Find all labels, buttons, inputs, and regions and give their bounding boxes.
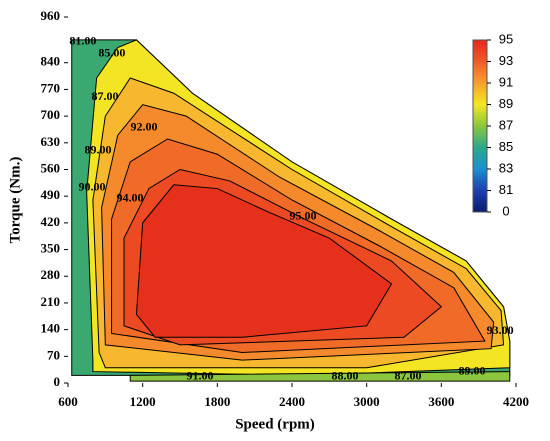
- colorbar-tick-label: 83: [499, 160, 513, 175]
- y-tick-label: 840: [41, 54, 61, 69]
- contour-label: 89.00: [458, 364, 485, 378]
- contour-label: 90.00: [79, 180, 106, 194]
- x-tick-label: 600: [58, 394, 78, 409]
- contour-label: 95.00: [289, 209, 316, 223]
- contour-label: 93.00: [487, 323, 514, 337]
- x-tick-label: 4200: [503, 394, 529, 409]
- y-tick-label: 350: [41, 241, 61, 256]
- x-tick-label: 1200: [130, 394, 156, 409]
- x-tick-label: 1800: [204, 394, 230, 409]
- y-tick-label: 770: [41, 80, 61, 95]
- contour-label: 87.00: [91, 89, 118, 103]
- contour-label: 89.00: [84, 143, 111, 157]
- colorbar-tick-label: 89: [499, 96, 513, 111]
- y-tick-label: 140: [41, 321, 61, 336]
- y-tick-label: 960: [41, 8, 61, 23]
- colorbar-tick-label: 95: [499, 31, 513, 46]
- y-tick-label: 560: [41, 160, 61, 175]
- contour-label: 88.00: [332, 369, 359, 383]
- contour-label: 87.00: [394, 369, 421, 383]
- y-tick-label: 490: [41, 187, 61, 202]
- contour-label: 81.00: [69, 34, 96, 48]
- y-tick-label: 420: [41, 214, 61, 229]
- colorbar-tick-label: 91: [499, 74, 513, 89]
- contour-label: 85.00: [98, 46, 125, 60]
- x-tick-label: 3000: [354, 394, 380, 409]
- contour-region: [135, 184, 393, 338]
- contour-label: 92.00: [131, 120, 158, 134]
- colorbar-tick-label: 93: [499, 53, 513, 68]
- contour-label: 94.00: [116, 191, 143, 205]
- contour-label: 91.00: [187, 369, 214, 383]
- y-tick-label: 210: [41, 294, 61, 309]
- colorbar-tick-label: 85: [499, 139, 513, 154]
- y-tick-label: 70: [47, 347, 60, 362]
- colorbar: [472, 39, 488, 213]
- y-axis-label: Torque (Nm.): [7, 157, 23, 244]
- x-tick-label: 2400: [279, 394, 305, 409]
- colorbar-tick-label: 81: [499, 182, 513, 197]
- x-axis-label: Speed (rpm): [235, 416, 315, 432]
- y-tick-label: 0: [54, 374, 61, 389]
- x-tick-label: 3600: [428, 394, 454, 409]
- contour-region: [129, 371, 511, 382]
- y-tick-label: 700: [41, 107, 61, 122]
- colorbar-tick-label: 0: [502, 203, 509, 218]
- colorbar-tick-label: 87: [499, 117, 513, 132]
- y-tick-label: 280: [41, 267, 61, 282]
- y-tick-label: 630: [41, 134, 61, 149]
